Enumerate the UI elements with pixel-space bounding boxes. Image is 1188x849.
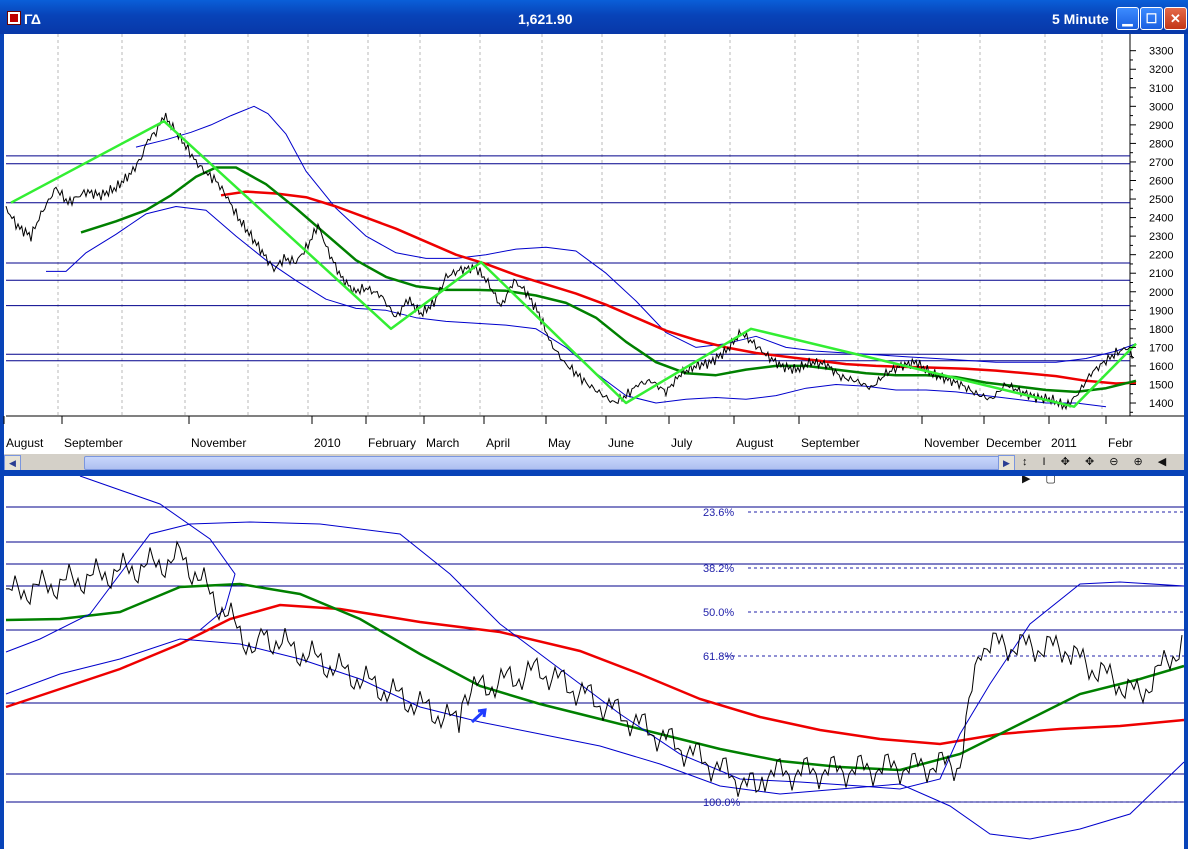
fib-label: 23.6%	[703, 507, 734, 519]
y-tick-label: 2900	[1149, 120, 1173, 132]
y-tick-label: 2200	[1149, 250, 1173, 262]
fib-label: 100.0%	[703, 797, 741, 809]
scroll-thumb[interactable]	[84, 456, 1004, 470]
y-tick-label: 2600	[1149, 175, 1173, 187]
y-tick-label: 3100	[1149, 83, 1173, 95]
oscillator-panel: 23.6% 38.2% 50.0% 61.8% 100.0%	[5, 475, 1185, 840]
y-tick-label: 1800	[1149, 324, 1173, 336]
y-tick-label: 2400	[1149, 213, 1173, 225]
bollinger-bands	[46, 105, 1137, 408]
fib-label: 61.8%	[703, 651, 734, 663]
osc-price-trace	[5, 540, 1183, 797]
price-line	[5, 112, 1135, 411]
symbol-label: ΓΔ	[24, 11, 41, 27]
x-tick-label: 2010	[314, 436, 341, 450]
x-tick-label: November	[924, 436, 979, 450]
x-tick-label: March	[426, 436, 459, 450]
x-tick-label: August	[6, 436, 44, 450]
fib-label: 50.0%	[703, 607, 734, 619]
x-axis-ticks: August September November 2010 February March…	[3, 416, 1133, 450]
price-panel-background	[6, 34, 1130, 416]
x-tick-label: December	[986, 436, 1041, 450]
x-tick-label: September	[801, 436, 860, 450]
lower-band-line	[46, 206, 1107, 408]
scroll-left-button[interactable]: ◀	[4, 455, 21, 471]
arrow-icon	[470, 708, 487, 724]
horizontal-levels	[6, 155, 1130, 362]
minimize-button[interactable]: ▁	[1116, 7, 1139, 30]
x-tick-label: May	[548, 436, 571, 450]
y-tick-label: 3000	[1149, 101, 1173, 113]
x-tick-label: February	[368, 436, 416, 450]
y-tick-label: 2300	[1149, 231, 1173, 243]
y-tick-label: 1400	[1149, 398, 1173, 410]
upper-band-line	[135, 105, 1137, 363]
price-label: 1,621.90	[518, 11, 573, 27]
y-tick-label: 3300	[1149, 46, 1173, 58]
chart-tools-bar[interactable]: ↕ I ✥ ✥ ⊖ ⊕ ◀ ▶ ▢	[1022, 456, 1173, 485]
horizontal-scrollbar[interactable]: ◀ ▶ ↕ I ✥ ✥ ⊖ ⊕ ◀ ▶ ▢	[4, 453, 1184, 485]
app-icon[interactable]	[7, 11, 21, 25]
zigzag-line	[10, 119, 1137, 408]
interval-label[interactable]: 5 Minute	[1052, 11, 1109, 27]
zigzag-series	[10, 119, 1137, 408]
price-series	[5, 112, 1135, 411]
y-tick-label: 2100	[1149, 268, 1173, 280]
scroll-right-button[interactable]: ▶	[998, 455, 1015, 471]
panel-divider[interactable]	[4, 470, 1184, 476]
y-tick-label: 2000	[1149, 287, 1173, 299]
y-tick-label: 1700	[1149, 342, 1173, 354]
x-tick-label: November	[191, 436, 246, 450]
x-tick-label: June	[608, 436, 634, 450]
x-tick-label: August	[736, 436, 774, 450]
maximize-button[interactable]: ☐	[1140, 7, 1163, 30]
y-axis-ticks: 3300 3200 3100 3000 2900 2800 2700 2600 2500 2400…	[1130, 46, 1173, 413]
osc-fast-ma	[5, 582, 1185, 772]
y-tick-label: 1500	[1149, 379, 1173, 391]
y-tick-label: 2800	[1149, 138, 1173, 150]
chart-canvas[interactable]: 3300 3200 3100 3000 2900 2800 2700 2600 2500 2400…	[0, 34, 1188, 849]
y-axis-area	[1130, 34, 1184, 453]
y-tick-label: 2500	[1149, 194, 1173, 206]
osc-upper-band	[5, 521, 1185, 790]
fib-label: 38.2%	[703, 563, 734, 575]
close-button[interactable]: ✕	[1164, 7, 1187, 30]
window-titlebar: ΓΔ 1,621.90 5 Minute ▁ ☐ ✕	[0, 0, 1188, 34]
osc-lower-band	[5, 638, 1185, 840]
x-tick-label: Febr	[1108, 436, 1133, 450]
y-tick-label: 1600	[1149, 361, 1173, 373]
y-tick-label: 2700	[1149, 157, 1173, 169]
oscillator-panel-background	[6, 476, 1184, 849]
x-tick-label: 2011	[1051, 436, 1077, 450]
x-tick-label: September	[64, 436, 123, 450]
y-tick-label: 1900	[1149, 305, 1173, 317]
x-tick-label: July	[671, 436, 692, 450]
y-tick-label: 3200	[1149, 64, 1173, 76]
x-tick-label: April	[486, 436, 510, 450]
slow-ma-line	[220, 190, 1137, 385]
